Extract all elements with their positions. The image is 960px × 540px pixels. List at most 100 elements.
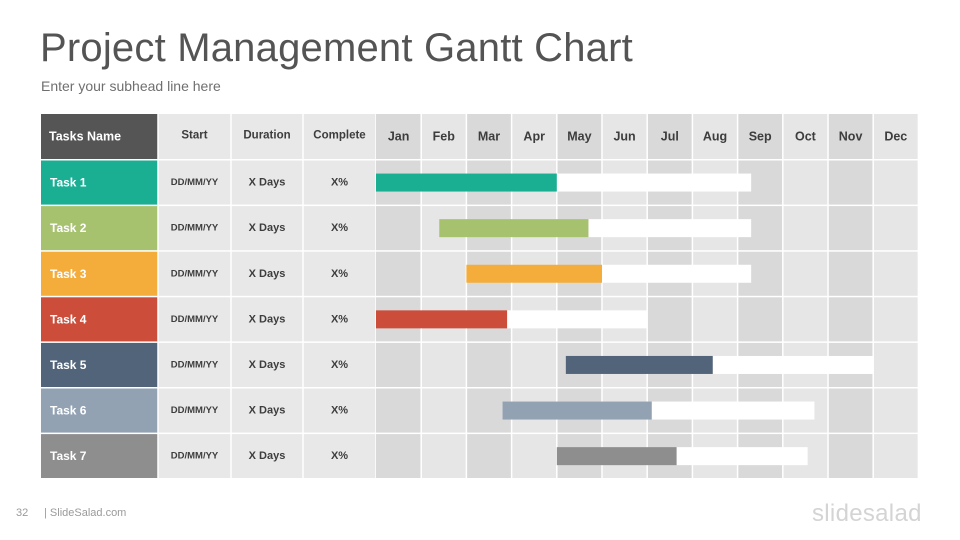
task-3-start-cell: [158, 251, 231, 296]
task-2-remaining-bar: [588, 219, 752, 238]
header-start-label: Start: [181, 130, 207, 142]
task-3-duration: X Days: [249, 268, 286, 280]
task-1-start-cell: [158, 160, 231, 205]
task-2-name-cell: [41, 206, 158, 251]
task-1-separator: [376, 159, 918, 161]
task-5-start: DD/MM/YY: [171, 359, 219, 370]
task-1-duration: X Days: [249, 177, 286, 189]
month-label-may: May: [567, 130, 591, 144]
task-4-separator: [376, 295, 918, 298]
task-2-separator: [376, 204, 918, 207]
task-5-progress-bar: [565, 355, 713, 374]
task-7-separator: [376, 432, 918, 435]
task-6-complete-cell: [303, 388, 376, 433]
task-4-start-cell: [158, 297, 231, 342]
month-label-jul: Jul: [661, 130, 679, 144]
header-task-label: Tasks Name: [49, 130, 121, 144]
task-2-complete-cell: [303, 206, 376, 251]
task-6-progress-bar: [502, 401, 652, 420]
header-task-cell: [41, 114, 158, 159]
task-6-name-cell: [41, 388, 158, 433]
task-5-complete: X%: [331, 359, 348, 371]
month-label-nov: Nov: [839, 130, 863, 144]
month-label-aug: Aug: [703, 130, 727, 144]
task-6-duration-cell: [231, 388, 303, 433]
task-1-name: Task 1: [50, 176, 87, 190]
header-duration-label: Duration: [243, 130, 290, 142]
task-5-remaining-bar: [712, 355, 874, 374]
task-5-name-cell: [41, 342, 158, 387]
task-7-duration-cell: [231, 434, 303, 478]
month-label-feb: Feb: [433, 130, 456, 144]
task-2-duration: X Days: [249, 222, 286, 234]
task-4-name: Task 4: [50, 312, 87, 326]
page-subtitle: Enter your subhead line here: [41, 78, 221, 94]
header-duration-cell: [231, 114, 303, 159]
task-1-duration-cell: [231, 160, 303, 205]
task-4-duration: X Days: [249, 313, 286, 325]
task-7-name: Task 7: [50, 449, 87, 463]
task-7-start-cell: [158, 434, 231, 478]
task-2-name: Task 2: [50, 221, 87, 235]
task-2-complete: X%: [331, 222, 348, 234]
month-label-jun: Jun: [613, 130, 635, 144]
task-4-remaining-bar: [507, 310, 648, 329]
gantt-chart: Tasks Name Start Duration Complete Jan Feb Mar…: [41, 114, 918, 478]
task-4-complete: X%: [331, 313, 348, 325]
task-6-complete: X%: [331, 405, 348, 417]
task-6-separator: [376, 387, 918, 389]
task-3-complete: X%: [331, 268, 348, 280]
task-1-name-cell: [41, 160, 158, 205]
task-1-start: DD/MM/YY: [171, 177, 219, 188]
header-complete-cell: [303, 114, 376, 159]
header-start-cell: [158, 114, 231, 159]
task-2-start: DD/MM/YY: [171, 223, 219, 234]
task-5-separator: [376, 341, 918, 343]
task-7-complete: X%: [331, 450, 348, 462]
task-6-duration: X Days: [249, 405, 286, 417]
task-6-start: DD/MM/YY: [171, 405, 219, 416]
brand-logo: slidesalad: [812, 500, 922, 527]
task-4-name-cell: [41, 297, 158, 342]
task-7-duration: X Days: [249, 450, 286, 462]
footer-brand: | SlideSalad.com: [44, 507, 127, 519]
task-6-name: Task 6: [50, 404, 87, 418]
task-2-start-cell: [158, 206, 231, 251]
task-5-start-cell: [158, 342, 231, 387]
task-2-progress-bar: [439, 219, 589, 238]
task-3-name-cell: [41, 251, 158, 296]
task-6-start-cell: [158, 388, 231, 433]
task-7-name-cell: [41, 434, 158, 478]
task-7-start: DD/MM/YY: [171, 451, 219, 462]
month-label-mar: Mar: [478, 130, 500, 144]
gantt-svg: Tasks Name Start Duration Complete Jan Feb Mar…: [41, 114, 918, 478]
task-1-complete-cell: [303, 160, 376, 205]
task-5-duration-cell: [231, 342, 303, 387]
task-5-duration: X Days: [249, 359, 286, 371]
page-number: 32: [16, 507, 29, 519]
month-label-sep: Sep: [749, 130, 772, 144]
task-4-progress-bar: [376, 310, 508, 329]
task-1-remaining-bar: [556, 173, 752, 192]
task-4-duration-cell: [231, 297, 303, 342]
month-label-apr: Apr: [523, 130, 545, 144]
task-3-complete-cell: [303, 251, 376, 296]
task-7-progress-bar: [556, 447, 677, 466]
task-2-duration-cell: [231, 206, 303, 251]
task-5-complete-cell: [303, 342, 376, 387]
task-4-complete-cell: [303, 297, 376, 342]
task-5-name: Task 5: [50, 358, 87, 372]
month-label-oct: Oct: [795, 130, 817, 144]
task-6-remaining-bar: [651, 401, 815, 420]
task-3-remaining-bar: [602, 264, 752, 283]
task-3-separator: [376, 250, 918, 252]
task-4-start: DD/MM/YY: [171, 314, 219, 325]
task-1-complete: X%: [331, 177, 348, 189]
month-label-jan: Jan: [388, 130, 410, 144]
page-title: Project Management Gantt Chart: [40, 26, 633, 70]
month-label-dec: Dec: [884, 130, 907, 144]
header-complete-label: Complete: [313, 130, 365, 142]
task-1-progress-bar: [376, 173, 557, 192]
task-7-complete-cell: [303, 434, 376, 478]
task-3-progress-bar: [466, 264, 602, 283]
